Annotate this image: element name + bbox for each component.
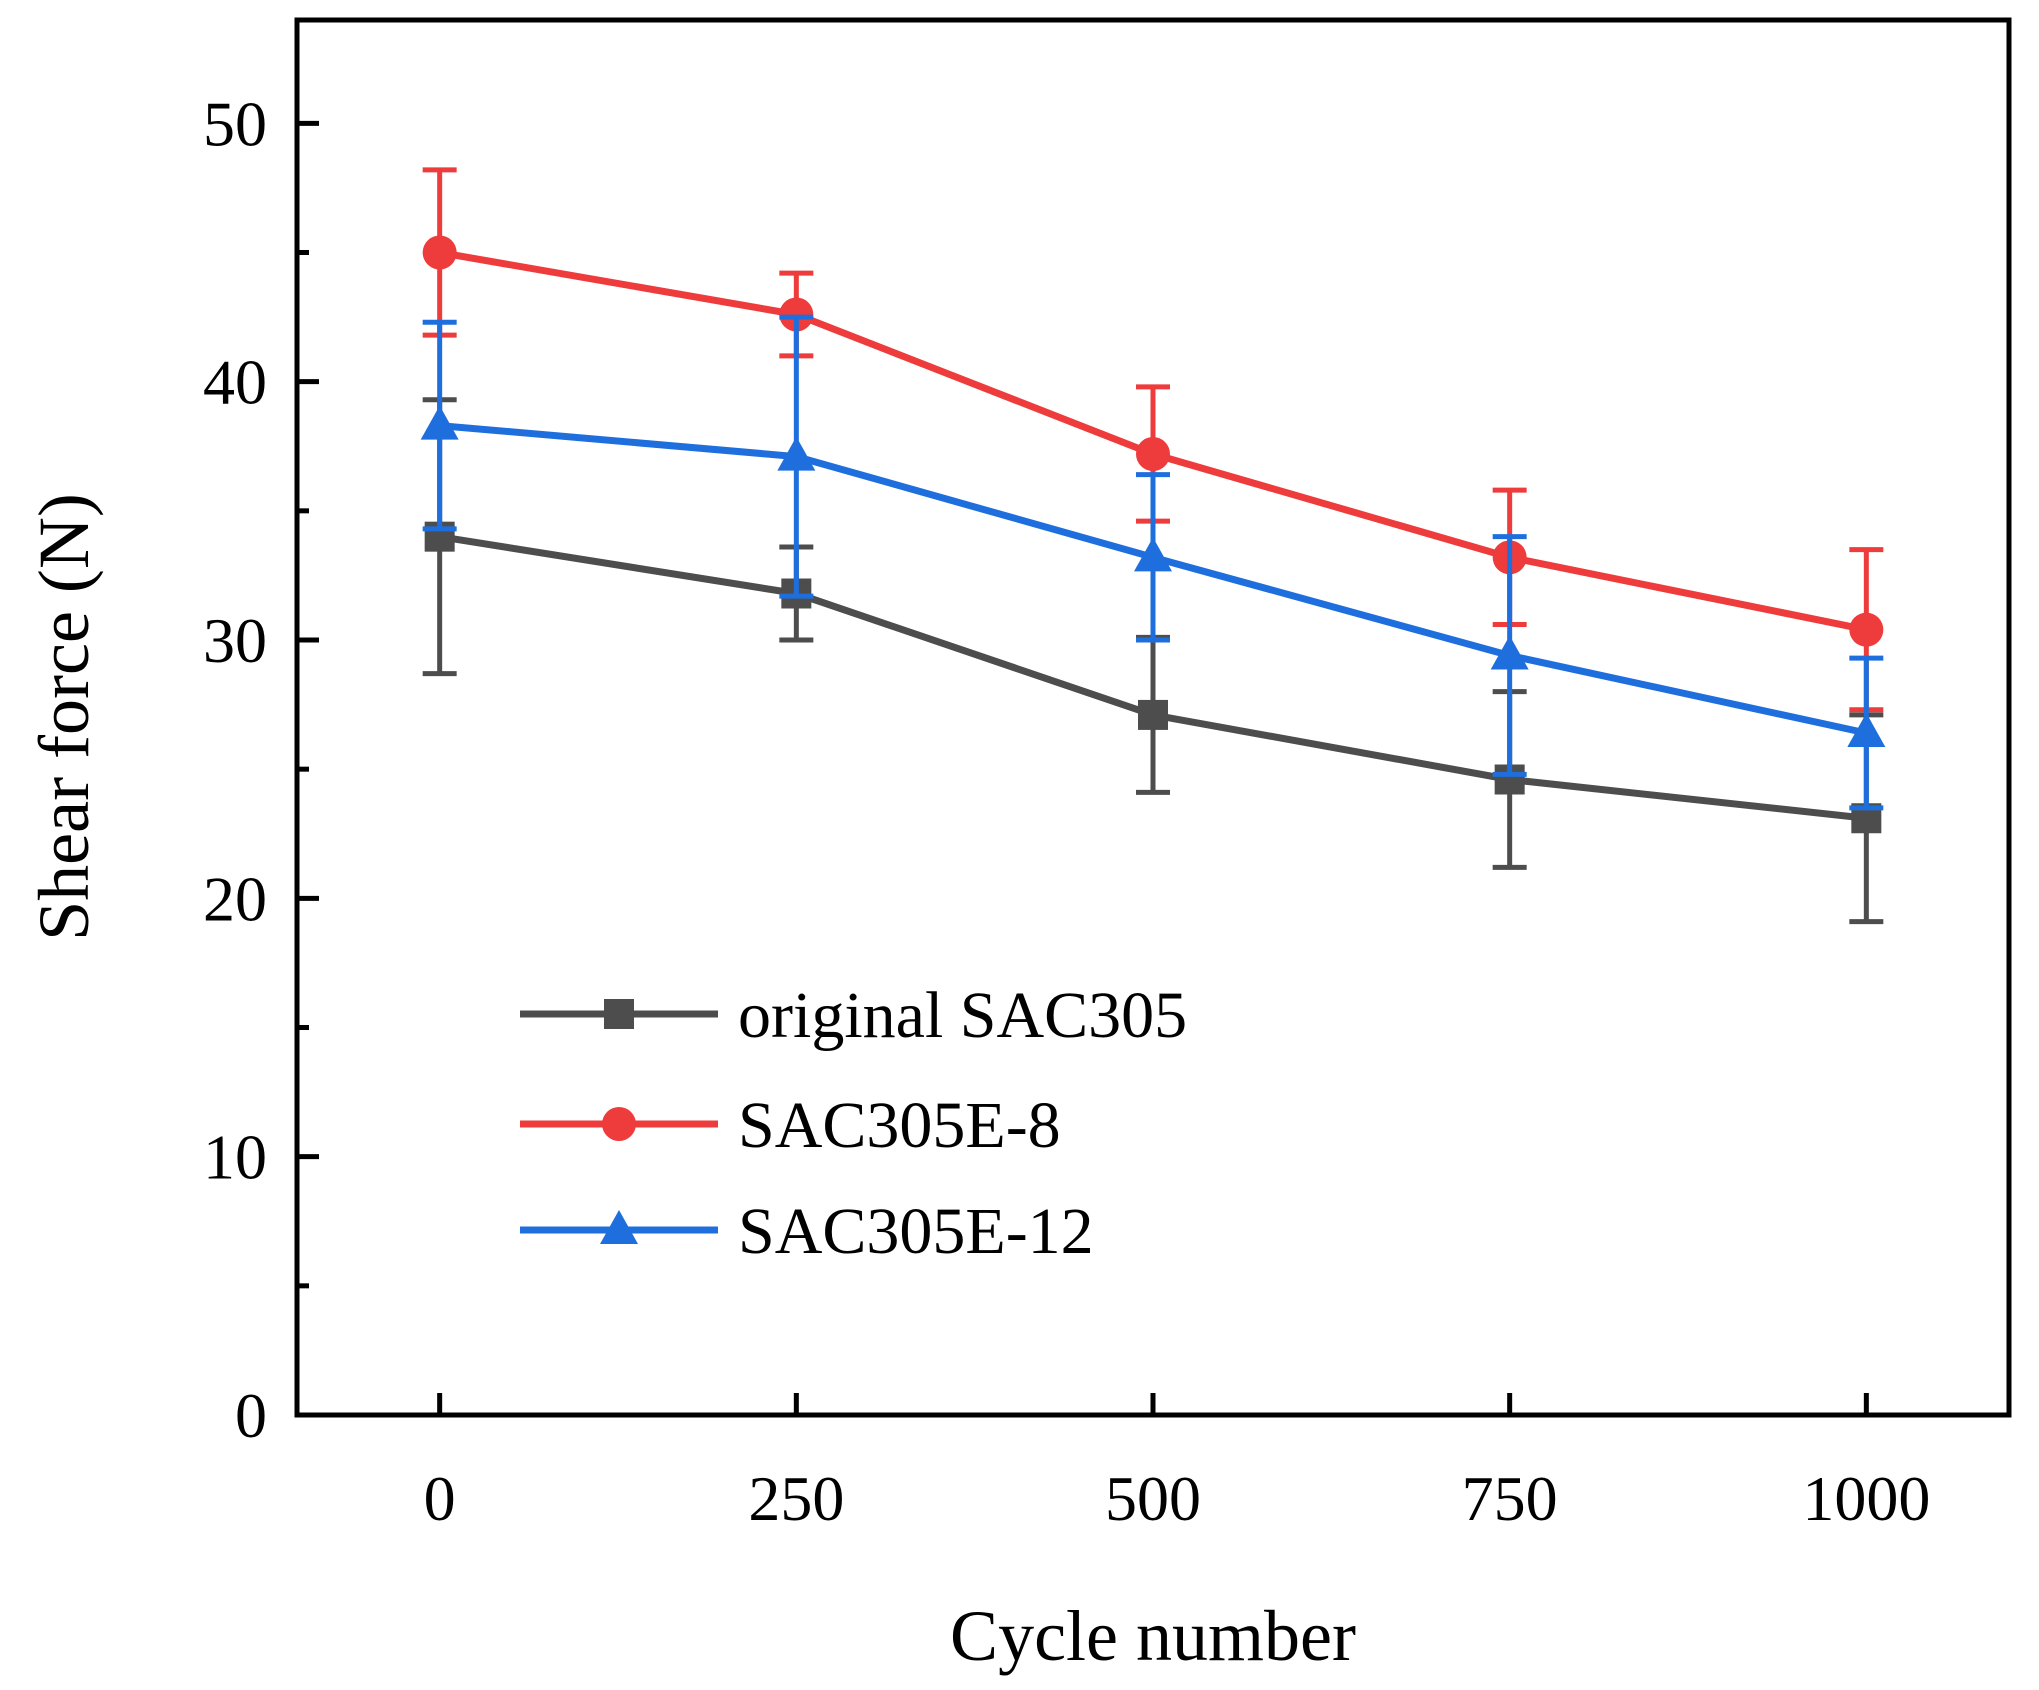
y-tick-label: 20 xyxy=(203,863,267,934)
y-tick-label: 10 xyxy=(203,1122,267,1193)
x-tick-label: 750 xyxy=(1462,1463,1558,1534)
x-tick-label: 0 xyxy=(424,1463,456,1534)
x-axis-ticks: 0 250 500 750 1000 xyxy=(424,1393,1930,1534)
data-point xyxy=(777,436,816,471)
y-tick-label: 50 xyxy=(203,88,267,159)
y-tick-label: 0 xyxy=(235,1380,267,1451)
data-point xyxy=(1847,713,1886,747)
y-axis-ticks: 0 10 20 30 40 50 xyxy=(203,88,319,1451)
legend-marker xyxy=(604,999,634,1029)
legend-item: original SAC305 xyxy=(520,979,1187,1052)
legend-item: SAC305E-12 xyxy=(520,1195,1094,1268)
legend-label: original SAC305 xyxy=(738,979,1187,1052)
y-axis-title: Shear force (N) xyxy=(24,493,104,941)
plot-area xyxy=(420,167,1886,925)
data-point xyxy=(1134,537,1172,572)
series-sac305e-12 xyxy=(420,314,1886,811)
x-tick-label: 250 xyxy=(748,1463,844,1534)
legend-marker xyxy=(602,1107,636,1141)
legend-label: SAC305E-12 xyxy=(738,1195,1094,1268)
legend-item: SAC305E-8 xyxy=(520,1089,1061,1162)
x-tick-label: 500 xyxy=(1105,1463,1201,1534)
y-tick-label: 30 xyxy=(203,605,267,676)
data-point xyxy=(1136,437,1170,471)
data-point xyxy=(1138,699,1168,730)
data-point xyxy=(422,235,457,270)
y-tick-label: 40 xyxy=(203,347,267,418)
legend-label: SAC305E-8 xyxy=(738,1089,1061,1162)
legend: original SAC305 SAC305E-8 SAC305E-12 xyxy=(520,979,1187,1268)
data-point xyxy=(779,297,814,332)
x-tick-label: 1000 xyxy=(1802,1463,1930,1534)
x-axis-title: Cycle number xyxy=(950,1596,1356,1676)
series-original-sac305 xyxy=(422,397,1884,925)
legend-marker xyxy=(600,1210,638,1244)
data-point xyxy=(420,405,459,440)
data-point xyxy=(1490,635,1529,670)
data-point xyxy=(1849,612,1884,647)
